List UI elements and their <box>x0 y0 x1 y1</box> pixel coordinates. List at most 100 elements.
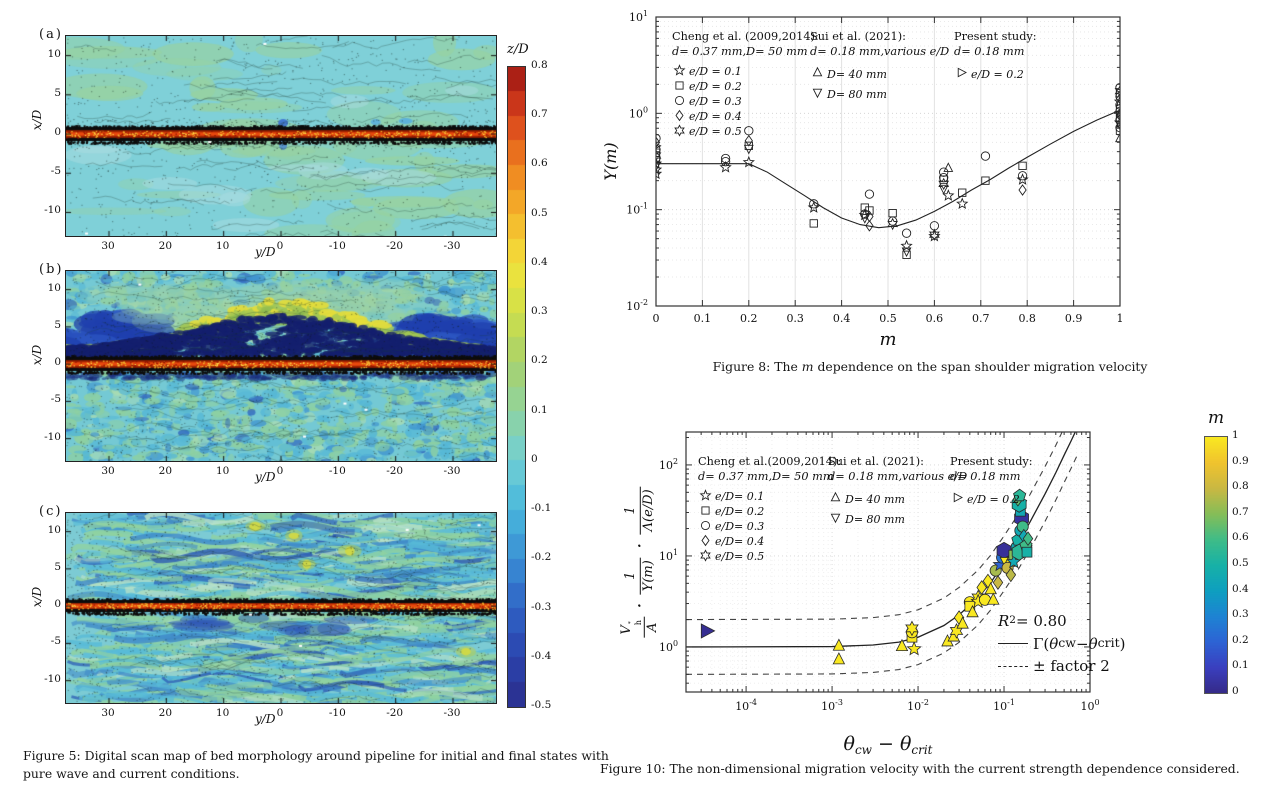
legend-item-label: e/D = 0.1 <box>689 65 742 79</box>
panel-c: (c) x/D 30 20 10 0 -10 -20 -30 10 5 0 -5 -10 y/D <box>15 504 575 726</box>
legend-item-label: D= 40 mm <box>845 492 905 506</box>
legend-item-label: e/D = 0.2 <box>689 80 742 94</box>
square-marker-icon <box>698 504 715 522</box>
star5-marker-icon <box>672 63 689 82</box>
colorbar-tick-label: -0.4 <box>531 649 552 662</box>
x-tick-label: -30 <box>443 240 461 252</box>
tick-label: 100 <box>1080 698 1099 713</box>
legend-subtitle: d= 0.18 mm,various e/D <box>810 44 950 58</box>
colorbar-tick-label: 0 <box>1232 685 1239 697</box>
figure10: 10-4 10-3 10-2 10-1 100 100 101 102 θcw − θcrit … <box>600 400 1269 808</box>
legend-item: e/D = 0.2 <box>954 65 1037 85</box>
panel-label-a: (a) <box>39 27 63 42</box>
y-tick-label: 10 <box>47 523 61 536</box>
x-tick-label: 0 <box>276 240 284 252</box>
y-tick-label: -10 <box>44 672 61 685</box>
diamond-marker-icon <box>672 109 689 127</box>
colorbar-tick-label: 0.8 <box>1232 480 1249 493</box>
tick-label: 10-3 <box>821 698 843 713</box>
colorbar-zD: z/D 0.8 0.7 0.6 0.5 0.4 0.3 0.2 0.1 0 -0.1 -0.2 -0.… <box>507 42 577 742</box>
legend-column: Present study: d= 0.18 mm e/D = 0.2 <box>950 455 1033 510</box>
triright-marker-icon <box>954 66 971 84</box>
x-tick-label: -20 <box>386 707 404 719</box>
square-marker-icon <box>672 79 689 97</box>
x-tick-label: -30 <box>443 707 461 719</box>
y-tick-label: 10 <box>47 281 61 294</box>
y-tick-label: -5 <box>50 635 61 648</box>
colorbar-zD-gradient <box>507 66 526 708</box>
colorbar-tick-label: 0.8 <box>531 59 548 71</box>
legend-item: e/D= 0.4 <box>698 534 841 550</box>
figure10-caption: Figure 10: The non-dimensional migration… <box>600 761 1240 776</box>
legend-item: D= 40 mm <box>810 65 949 85</box>
legend-item: e/D= 0.3 <box>698 520 841 535</box>
fraction-Vh-A: V * h A <box>619 617 660 638</box>
colorbar-tick-label: 0.7 <box>531 108 548 121</box>
x-tick-label: 30 <box>101 240 115 252</box>
figure10-chart: 10-4 10-3 10-2 10-1 100 100 101 102 θcw − θcrit <box>659 431 1100 757</box>
colorbar-tick-label: 0 <box>531 452 538 465</box>
fraction-1-upsilon: 1 Υ(m) <box>623 557 656 595</box>
tick-label: 101 <box>659 548 678 563</box>
colorbar-tick-label: 0.6 <box>1232 531 1249 544</box>
triright-marker-icon <box>950 491 967 509</box>
legend-subtitle: d= 0.18 mm,various e/D <box>828 469 968 483</box>
colorbar-m-gradient <box>1204 436 1228 694</box>
y-tick-label: 0 <box>54 598 61 611</box>
colorbar-m-title: m <box>1208 408 1225 428</box>
legend-title: Sui et al. (2021): <box>828 455 924 468</box>
fit-line-annotation: Γ(θ cw − θ crit) <box>998 633 1125 656</box>
x-tick-label: 0 <box>276 465 284 477</box>
tick-label: 101 <box>629 10 648 24</box>
colorbar-tick-label: 0.1 <box>531 403 548 416</box>
colorbar-zD-title: z/D <box>507 42 529 57</box>
tick-label: 10-1 <box>626 202 648 217</box>
legend-title: Sui et al. (2021): <box>810 30 906 43</box>
y-tick-label: 5 <box>54 318 61 331</box>
tick-label: 0.1 <box>694 312 712 325</box>
legend-item: e/D = 0.3 <box>672 95 819 110</box>
colorbar-tick-label: 0.2 <box>531 354 548 367</box>
tick-label: 100 <box>659 639 678 654</box>
x-tick-label: -20 <box>386 240 404 252</box>
tridown-marker-icon <box>810 86 827 104</box>
x-tick-label: 20 <box>158 240 173 252</box>
figure5-caption: Figure 5: Digital scan map of bed morpho… <box>23 748 609 781</box>
legend-column: Cheng et al. (2009,2014): d= 0.37 mm,D= 5… <box>672 30 819 140</box>
x-tick-label: 10 <box>215 707 230 719</box>
tick-label: 0.7 <box>972 312 990 325</box>
legend-title: Cheng et al.(2009,2014): <box>698 455 842 468</box>
colorbar-m: m 1 0.9 0.8 0.7 0.6 0.5 0.4 0.3 0.2 0.1 0 <box>1204 408 1264 708</box>
x-tick-label: -10 <box>328 465 346 477</box>
hexagram-marker-icon <box>698 548 715 567</box>
colorbar-tick-label: 0.3 <box>531 305 548 318</box>
dot-operator: · <box>632 543 648 549</box>
colorbar-tick-label: 0.4 <box>531 255 548 268</box>
legend-title: Cheng et al. (2009,2014): <box>672 30 819 43</box>
y-tick-label: 5 <box>54 560 61 573</box>
figure8-caption: Figure 8: The m dependence on the span s… <box>712 359 1148 374</box>
legend-item-label: e/D= 0.1 <box>715 490 765 504</box>
legend-item: D= 40 mm <box>828 490 967 510</box>
x-tick-label: -10 <box>328 707 346 719</box>
colorbar-tick-label: -0.1 <box>531 502 552 515</box>
legend-item-label: e/D = 0.3 <box>689 95 742 109</box>
factor-band-annotation: ± factor 2 <box>998 655 1125 678</box>
legend-item-label: e/D = 0.4 <box>689 110 742 124</box>
dot-operator: · <box>632 603 648 608</box>
solid-line-icon <box>998 643 1028 645</box>
y-axis-label: Υ(m) <box>601 142 620 180</box>
colorbar-tick-label: 0.2 <box>1232 633 1249 646</box>
circle-marker-icon <box>672 94 689 112</box>
legend-column: Sui et al. (2021): d= 0.18 mm,various e/D… <box>828 455 967 530</box>
legend-item-label: D= 40 mm <box>827 67 887 81</box>
x-axis-label: θcw − θcrit <box>843 733 932 757</box>
x-axis-label: y/D <box>255 245 276 259</box>
colorbar-tick-label: -0.5 <box>531 699 552 711</box>
y-tick-label: -10 <box>44 430 61 443</box>
figure8: 0 0.1 0.2 0.3 0.4 0.5 0.6 0.7 0.8 0.9 1 10-2 10-1 100… <box>600 9 1269 398</box>
legend-column: Sui et al. (2021): d= 0.18 mm,various e/D… <box>810 30 949 105</box>
y-tick-label: 10 <box>47 47 61 60</box>
